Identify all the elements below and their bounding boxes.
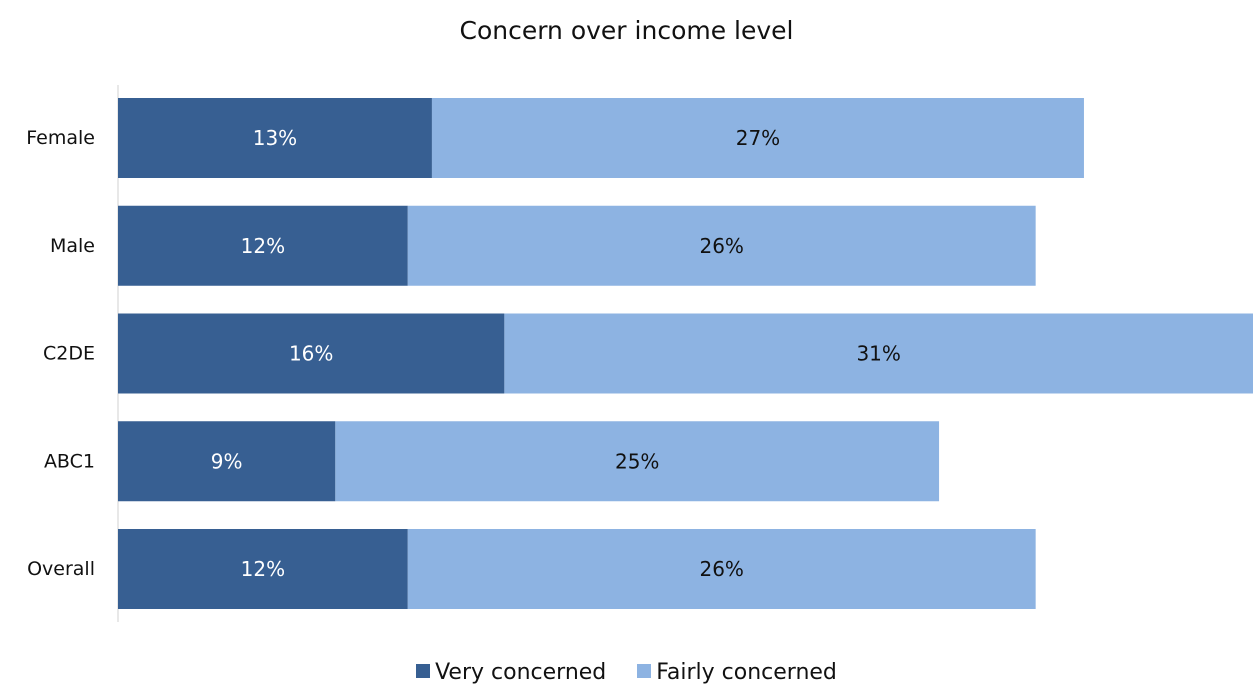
- data-label-very-concerned-male: 12%: [241, 234, 285, 258]
- category-label-c2de: C2DE: [43, 343, 95, 365]
- data-label-very-concerned-abc1: 9%: [211, 449, 243, 473]
- legend: Very concerned Fairly concerned: [0, 660, 1253, 685]
- legend-label-fairly-concerned: Fairly concerned: [656, 660, 837, 685]
- data-label-very-concerned-female: 13%: [253, 126, 297, 150]
- bar-group: [118, 98, 1253, 609]
- bar-fairly-concerned-overall: [407, 529, 1036, 609]
- bar-very-concerned-overall: [118, 529, 408, 609]
- data-label-very-concerned-c2de: 16%: [289, 342, 333, 366]
- bar-very-concerned-abc1: [118, 421, 336, 502]
- bar-very-concerned-c2de: [118, 313, 505, 394]
- bar-very-concerned-male: [118, 205, 408, 286]
- category-label-male: Male: [50, 235, 95, 257]
- category-label-overall: Overall: [27, 558, 95, 580]
- data-label-fairly-concerned-abc1: 25%: [615, 449, 659, 473]
- data-label-fairly-concerned-male: 26%: [699, 234, 743, 258]
- bar-fairly-concerned-c2de: [504, 313, 1253, 394]
- legend-swatch-fairly-concerned: [637, 664, 652, 678]
- bar-very-concerned-female: [118, 98, 432, 178]
- data-label-group: 13% 27% 12% 26% 16% 31% 9% 25% 12% 26%: [211, 126, 901, 581]
- bar-fairly-concerned-male: [407, 205, 1036, 286]
- data-label-fairly-concerned-c2de: 31%: [856, 342, 900, 366]
- data-label-fairly-concerned-overall: 26%: [699, 557, 743, 581]
- bar-fairly-concerned-female: [431, 98, 1084, 178]
- chart-title: Concern over income level: [459, 16, 794, 45]
- category-label-group: Female Male C2DE ABC1 Overall: [26, 127, 95, 580]
- category-label-female: Female: [26, 127, 95, 149]
- legend-item-fairly-concerned: Fairly concerned: [637, 660, 837, 685]
- data-label-fairly-concerned-female: 27%: [736, 126, 780, 150]
- legend-swatch-very-concerned: [416, 664, 431, 678]
- legend-item-very-concerned: Very concerned: [416, 660, 606, 685]
- legend-label-very-concerned: Very concerned: [435, 660, 607, 685]
- data-label-very-concerned-overall: 12%: [241, 557, 285, 581]
- bar-fairly-concerned-abc1: [335, 421, 940, 502]
- category-label-abc1: ABC1: [44, 450, 95, 472]
